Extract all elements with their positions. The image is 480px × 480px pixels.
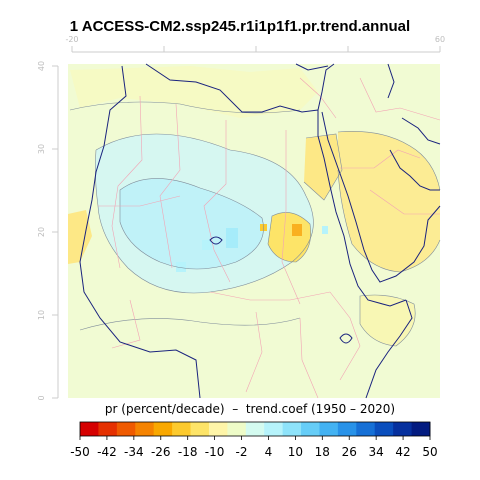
colorbar-cell — [153, 422, 173, 436]
negative-trend-cell — [202, 240, 212, 250]
colorbar-cell — [80, 422, 99, 436]
country-borders — [98, 77, 441, 399]
colorbar-tick-label: -34 — [124, 445, 144, 459]
left-axis-label: 10 — [37, 310, 46, 320]
trend-field — [68, 64, 440, 398]
country-border — [209, 291, 331, 301]
colorbar-cell — [411, 422, 431, 436]
colorbar-cell — [245, 422, 265, 436]
map-title: 1 ACCESS-CM2.ssp245.r1i1p1f1.pr.trend.an… — [69, 18, 411, 35]
country-border — [159, 103, 181, 269]
colorbar-cell — [208, 422, 228, 436]
colorbar-cell — [190, 422, 210, 436]
country-border — [111, 95, 143, 269]
negative-trend-cell — [226, 228, 238, 248]
red-sea-west-coastline — [317, 110, 407, 307]
lake-outline — [339, 333, 353, 344]
colorbar-cell — [282, 422, 302, 436]
horn-of-africa-coastline — [365, 299, 413, 399]
left-axis-label: 40 — [37, 61, 46, 71]
contour-line — [95, 133, 314, 294]
left-axis-label: 30 — [37, 144, 46, 154]
country-border — [340, 149, 421, 169]
country-border — [299, 77, 337, 119]
colorbar-tick-label: -2 — [236, 445, 248, 459]
persian-gulf-coastline — [389, 149, 440, 191]
colorbar-cell — [393, 422, 412, 436]
country-border — [299, 317, 319, 399]
colorbar-cell — [356, 422, 376, 436]
red-sea-east-coastline — [321, 111, 441, 283]
colorbar-tick-lines — [79, 436, 431, 440]
contour-lines — [69, 101, 441, 347]
colorbar-frame — [79, 421, 431, 437]
country-border — [111, 299, 141, 349]
colorbar-cell — [227, 422, 247, 436]
colorbar-tick-label: -18 — [178, 445, 198, 459]
colorbar-tick-label: -50 — [70, 445, 90, 459]
country-border — [359, 77, 441, 121]
colorbar-cells — [80, 422, 431, 436]
colorbar-tick-label: 42 — [395, 445, 410, 459]
colorbar-tick-labels: -50 -42 -34 -26 -18 -10 -2 4 10 18 26 34 42 50 — [70, 445, 437, 459]
lake-outline — [209, 236, 223, 245]
colorbar-cell — [135, 422, 155, 436]
negative-trend-cell — [322, 226, 328, 234]
colorbar-tick-label: 10 — [288, 445, 303, 459]
map-axes — [52, 46, 441, 399]
colorbar-tick-label: 4 — [265, 445, 273, 459]
contour-line — [267, 212, 311, 263]
contour-line — [337, 169, 441, 273]
iran-coastline — [401, 117, 441, 145]
country-border — [203, 120, 231, 283]
contour-line — [359, 294, 416, 347]
positive-trend-region — [70, 66, 318, 118]
turkey-coastline — [295, 63, 329, 71]
levant-coastline — [317, 63, 335, 111]
contour-line — [69, 101, 301, 114]
colorbar-tick-label: 26 — [342, 445, 357, 459]
colorbar-tick-label: -26 — [151, 445, 171, 459]
left-axis-label: 0 — [37, 395, 46, 400]
contour-line — [79, 317, 301, 331]
colorbar-tick-label: -42 — [97, 445, 117, 459]
colorbar-tick-label: 34 — [369, 445, 384, 459]
colorbar-cell — [264, 422, 284, 436]
contour-line — [337, 131, 441, 191]
coastlines — [79, 63, 441, 399]
colorbar-tick-label: 18 — [315, 445, 330, 459]
colorbar-cell — [337, 422, 357, 436]
positive-trend-region — [68, 210, 92, 264]
positive-trend-region — [338, 131, 440, 272]
country-border — [329, 291, 361, 381]
africa-coastline — [79, 65, 201, 399]
left-axis-label: 20 — [37, 227, 46, 237]
colorbar-label: pr (percent/decade) – trend.coef (1950 –… — [104, 402, 396, 416]
colorbar-cell — [98, 422, 118, 436]
country-border — [369, 189, 440, 215]
contour-line — [303, 133, 343, 201]
top-axis-label: 60 — [435, 35, 445, 44]
contour-line — [119, 178, 264, 270]
country-border — [281, 130, 301, 305]
country-border — [245, 311, 263, 393]
colorbar-cell — [301, 422, 320, 436]
strong-positive-cell — [292, 224, 302, 236]
colorbar — [79, 421, 431, 440]
negative-trend-cell — [176, 262, 186, 272]
colorbar-tick-label: 50 — [422, 445, 437, 459]
colorbar-cell — [374, 422, 394, 436]
country-border — [98, 195, 181, 207]
mediterranean-coastline — [145, 63, 319, 113]
colorbar-cell — [319, 422, 339, 436]
colorbar-cell — [116, 422, 136, 436]
positive-trend-region — [304, 134, 342, 200]
caspian-coastline — [387, 63, 395, 99]
top-axis-label: -20 — [65, 35, 78, 44]
colorbar-tick-label: -10 — [205, 445, 225, 459]
colorbar-cell — [172, 422, 191, 436]
